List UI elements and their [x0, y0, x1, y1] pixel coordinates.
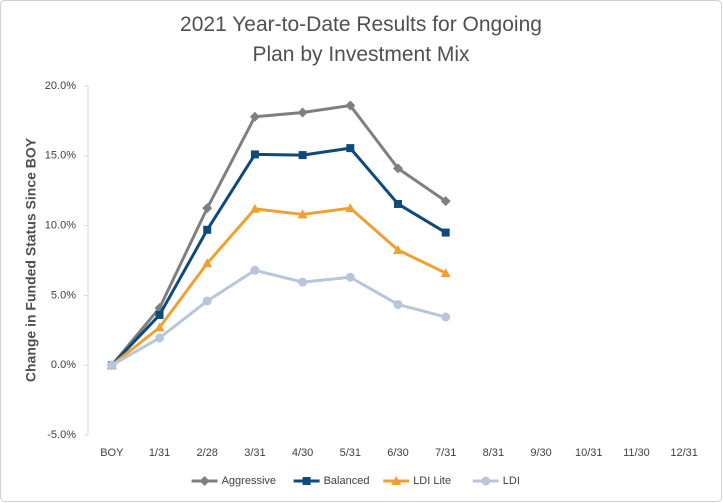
- marker: [298, 277, 308, 287]
- marker: [202, 296, 212, 306]
- series-line: [110, 104, 447, 367]
- marker: [345, 272, 355, 282]
- legend-label: Balanced: [324, 475, 370, 487]
- marker: [345, 100, 356, 111]
- x-tick-label: 6/30: [387, 447, 408, 459]
- marker: [393, 245, 403, 255]
- marker: [393, 299, 403, 309]
- marker: [440, 268, 451, 278]
- marker: [203, 225, 212, 234]
- marker: [154, 322, 165, 332]
- x-tick-label: 2/28: [197, 447, 218, 459]
- x-tick-label: 7/31: [435, 447, 456, 459]
- marker: [298, 151, 307, 160]
- series-line: [110, 146, 447, 367]
- legend-marker: [199, 476, 210, 486]
- y-tick-label: 15.0%: [45, 150, 76, 162]
- series-line: [110, 206, 447, 367]
- legend-label: LDI Lite: [413, 475, 451, 487]
- y-tick-label: 5.0%: [51, 289, 76, 301]
- x-tick-label: 4/30: [292, 447, 313, 459]
- x-tick-label: 12/31: [670, 447, 698, 459]
- marker: [393, 163, 403, 174]
- marker: [202, 203, 213, 214]
- legend-marker: [481, 476, 491, 486]
- marker: [297, 107, 308, 118]
- legend-label: LDI: [503, 475, 520, 487]
- marker: [345, 203, 356, 213]
- legend-marker: [302, 477, 311, 485]
- x-tick-label: 5/31: [340, 447, 361, 459]
- marker: [107, 360, 117, 370]
- marker: [441, 312, 451, 322]
- marker: [441, 228, 450, 237]
- x-tick-label: 10/31: [575, 447, 603, 459]
- marker: [250, 265, 260, 275]
- x-tick-label: BOY: [100, 447, 124, 459]
- marker: [250, 150, 259, 159]
- legend-label: Aggressive: [222, 475, 276, 487]
- marker: [346, 144, 355, 153]
- x-tick-label: 8/31: [483, 447, 504, 459]
- marker: [249, 203, 260, 213]
- x-tick-label: 11/30: [623, 447, 650, 459]
- x-tick-label: 9/30: [530, 447, 551, 459]
- series-line: [111, 268, 447, 367]
- marker: [297, 209, 308, 219]
- y-tick-label: 0.0%: [51, 359, 76, 371]
- marker: [394, 199, 402, 208]
- marker: [155, 310, 164, 319]
- x-tick-label: 3/31: [244, 447, 265, 459]
- x-tick-label: 1/31: [149, 447, 170, 459]
- chart-title: 2021 Year-to-Date Results for Ongoing Pl…: [180, 13, 542, 66]
- marker: [202, 258, 213, 268]
- y-tick-label: 10.0%: [45, 220, 76, 232]
- marker: [155, 333, 165, 343]
- marker: [440, 196, 451, 207]
- y-tick-label: -5.0%: [47, 429, 76, 441]
- y-axis-label: Change in Funded Status Since BOY: [23, 137, 39, 382]
- legend-marker: [391, 476, 402, 485]
- y-tick-label: 20.0%: [45, 80, 76, 92]
- marker: [249, 111, 260, 122]
